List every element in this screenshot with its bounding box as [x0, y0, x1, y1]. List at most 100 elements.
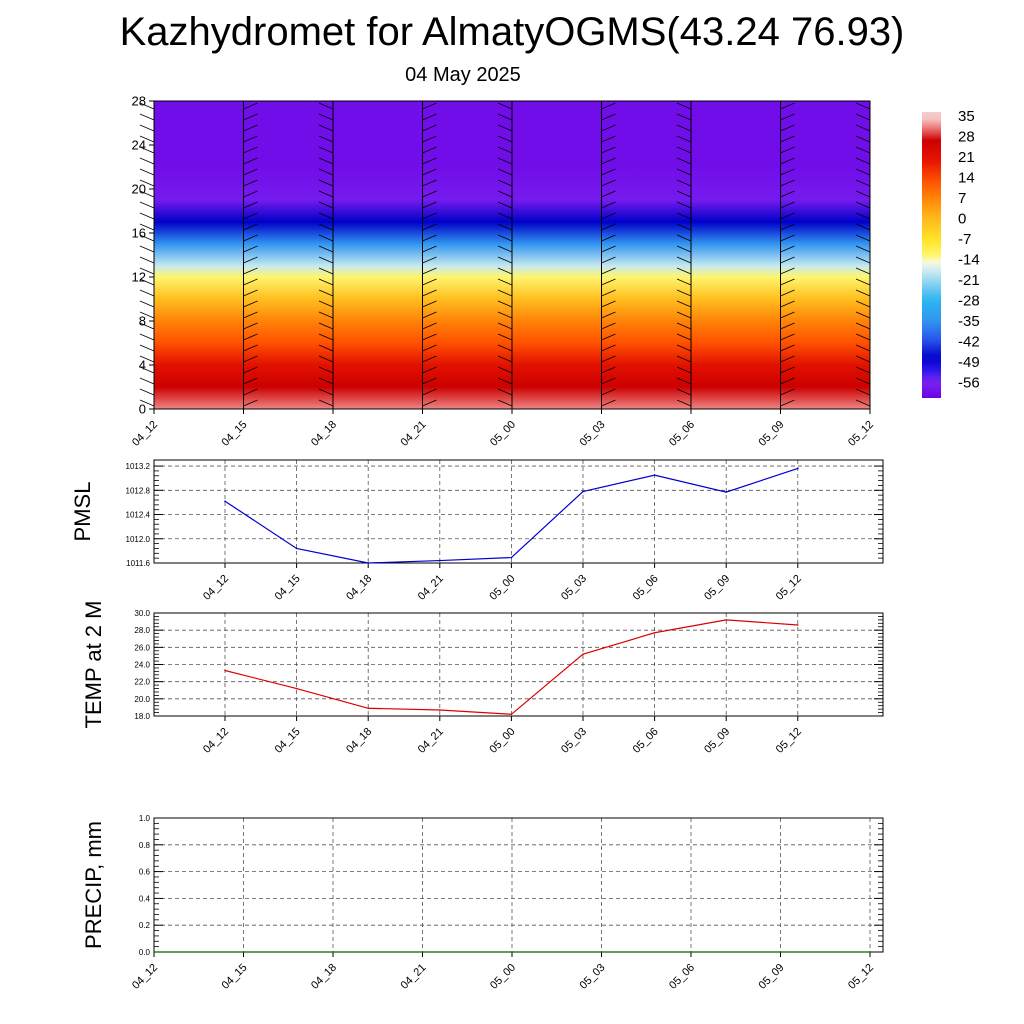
- wind-barb: [318, 333, 334, 341]
- wind-barb: [855, 190, 871, 198]
- colorbar-label: 7: [958, 190, 966, 207]
- temp-y-tick-label: 22.0: [134, 678, 150, 687]
- wind-barb: [139, 168, 155, 176]
- wind-barb: [422, 278, 437, 286]
- wind-barb: [422, 399, 437, 407]
- wind-barb: [855, 201, 871, 209]
- wind-barb: [780, 333, 795, 341]
- temp-data-point: [582, 653, 584, 655]
- wind-barb: [139, 179, 155, 187]
- temp-data-point: [439, 709, 441, 711]
- wind-barb: [676, 245, 692, 253]
- wind-barb: [676, 311, 692, 319]
- wind-barb: [855, 388, 871, 396]
- wind-barb: [780, 344, 795, 352]
- precip-data-point: [332, 951, 334, 953]
- wind-barb: [139, 146, 155, 154]
- temp-y-tick-label: 20.0: [134, 695, 150, 704]
- wind-barb: [601, 256, 616, 264]
- wind-barb: [318, 388, 334, 396]
- wind-barb: [139, 135, 155, 143]
- wind-barb: [243, 311, 258, 319]
- wind-barb: [855, 102, 871, 110]
- temp-y-tick-label: 28.0: [134, 626, 150, 635]
- wind-barb: [855, 234, 871, 242]
- wind-barb: [780, 245, 795, 253]
- wind-barb: [139, 212, 155, 220]
- wind-barb: [243, 366, 258, 374]
- wind-barb: [318, 201, 334, 209]
- wind-barb: [497, 355, 513, 363]
- wind-barb: [601, 355, 616, 363]
- cross-section-y-tick-label: 12: [132, 270, 146, 285]
- pmsl-data-point: [224, 500, 226, 503]
- wind-barb: [601, 267, 616, 275]
- pmsl-y-tick-label: 1012.8: [126, 486, 151, 495]
- pmsl-x-tick-label: 05_06: [631, 573, 661, 603]
- wind-barb: [601, 234, 616, 242]
- wind-barb: [601, 322, 616, 330]
- wind-barb: [855, 212, 871, 220]
- wind-barb: [676, 355, 692, 363]
- wind-barb: [497, 146, 513, 154]
- temp-data-point: [224, 669, 226, 672]
- pmsl-data-point: [725, 491, 727, 493]
- precip-x-tick-label: 04_21: [399, 962, 429, 992]
- wind-barb: [318, 267, 334, 275]
- wind-barb: [676, 267, 692, 275]
- cross-section-y-tick-label: 24: [132, 138, 146, 153]
- wind-barb: [139, 300, 155, 308]
- wind-barb: [318, 377, 334, 385]
- precip-y-tick-label: 0.8: [139, 841, 151, 850]
- wind-barb: [243, 355, 258, 363]
- wind-barb: [139, 256, 155, 264]
- wind-barb: [601, 146, 616, 154]
- wind-barb: [601, 278, 616, 286]
- precip-y-tick-label: 0.2: [139, 921, 151, 930]
- wind-barb: [318, 234, 334, 242]
- colorbar-label: -35: [958, 313, 980, 330]
- wind-barb: [139, 344, 155, 352]
- temp-x-tick-label: 05_06: [631, 726, 661, 756]
- wind-barb: [422, 190, 437, 198]
- pmsl-data-point: [295, 547, 298, 550]
- wind-barb: [318, 300, 334, 308]
- wind-barb: [497, 212, 513, 220]
- wind-barb: [855, 300, 871, 308]
- wind-barb: [601, 388, 616, 396]
- wind-barb: [855, 124, 871, 132]
- wind-barb: [318, 355, 334, 363]
- wind-barb: [601, 212, 616, 220]
- wind-barb: [422, 256, 437, 264]
- precip-data-point: [779, 951, 782, 953]
- wind-barb: [318, 311, 334, 319]
- wind-barb: [780, 256, 795, 264]
- cross-section-y-tick-label: 8: [139, 314, 146, 329]
- wind-barb: [243, 146, 258, 154]
- wind-barb: [780, 102, 795, 110]
- wind-barb: [497, 256, 513, 264]
- wind-barb: [676, 289, 692, 297]
- wind-barb: [139, 223, 155, 231]
- wind-barb: [243, 388, 258, 396]
- wind-barb: [855, 399, 871, 407]
- wind-barb: [422, 212, 437, 220]
- wind-barb: [676, 333, 692, 341]
- wind-barb: [780, 190, 795, 198]
- wind-barb: [318, 399, 334, 407]
- wind-barb: [601, 366, 616, 374]
- wind-barb: [855, 344, 871, 352]
- wind-barb: [855, 113, 871, 121]
- temp-data-point: [725, 619, 727, 621]
- wind-barb: [243, 256, 258, 264]
- precip-x-tick-label: 05_00: [488, 962, 518, 992]
- wind-barb: [855, 146, 871, 154]
- wind-barb: [422, 113, 437, 121]
- chart-subtitle: 04 May 2025: [405, 64, 521, 86]
- colorbar-label: -56: [958, 375, 980, 392]
- wind-barb: [497, 366, 513, 374]
- temp-x-tick-label: 04_21: [416, 726, 446, 756]
- wind-barb: [497, 322, 513, 330]
- wind-barb: [422, 179, 437, 187]
- wind-barb: [422, 201, 437, 209]
